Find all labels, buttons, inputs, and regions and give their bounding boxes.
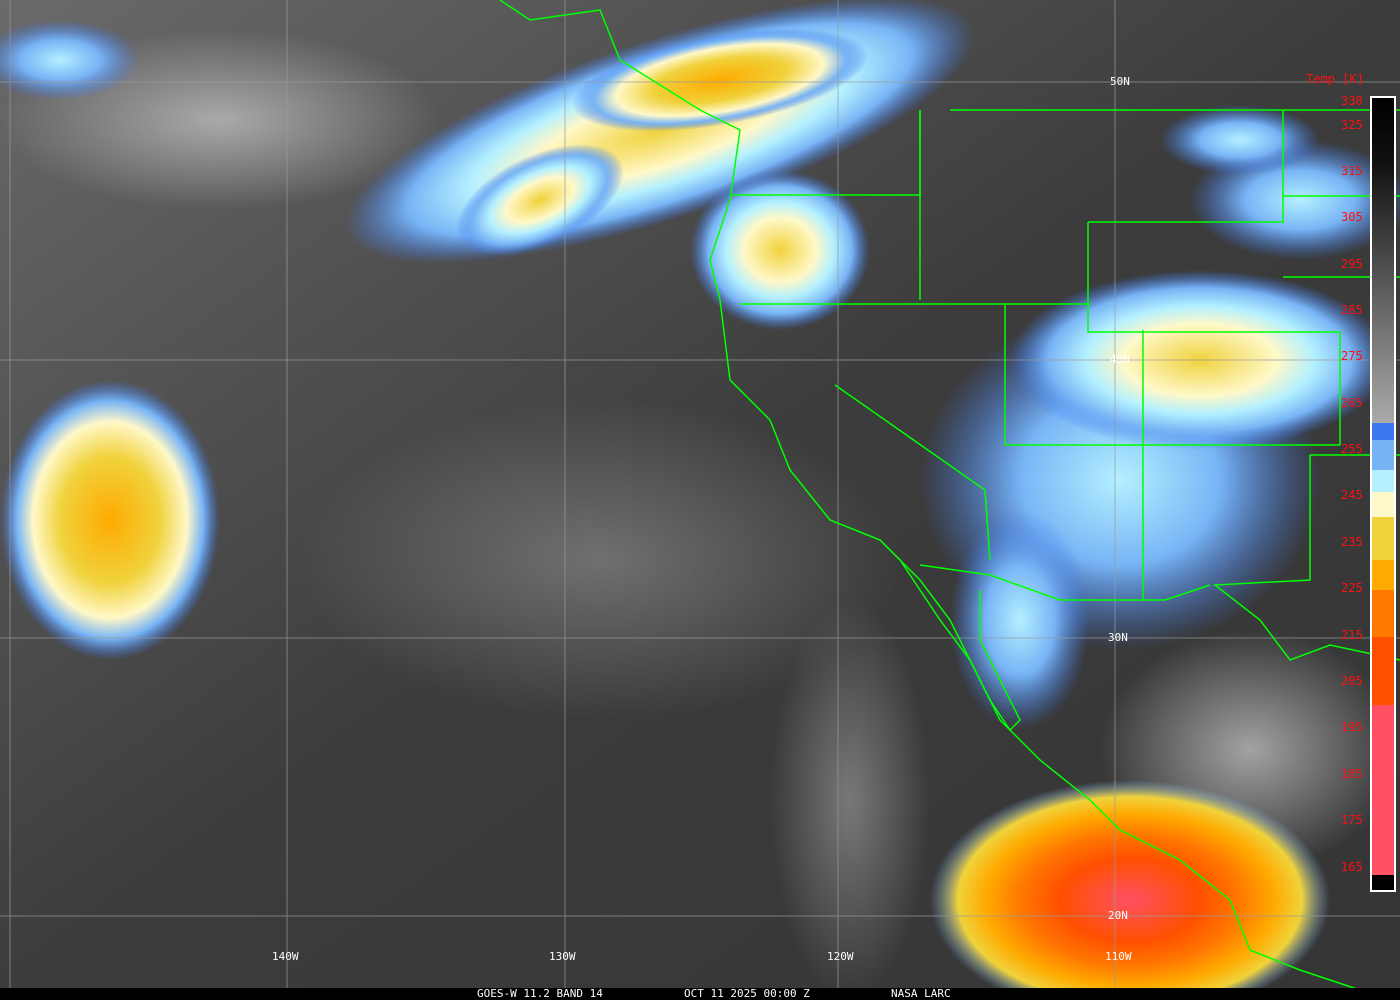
colorbar: Temp [K] 330 325 315 305 295 285 275 265 255 245 2…	[1306, 72, 1396, 892]
colorbar-swatch	[1372, 517, 1394, 560]
colorbar-tick-label: 305	[1341, 210, 1363, 224]
colorbar-swatch	[1372, 560, 1394, 590]
colorbar-tick-label: 245	[1341, 488, 1363, 502]
grid-labels: 50N 40N 30N 20N 140W 130W 120W 110W	[272, 75, 1132, 963]
caption-bar: GOES-W 11.2 BAND 14 OCT 11 2025 00:00 Z …	[0, 988, 1400, 1000]
political-boundaries	[499, 0, 1400, 991]
colorbar-tick-label: 330	[1341, 94, 1363, 108]
colorbar-swatch	[1372, 637, 1394, 705]
colorbar-tick-label: 325	[1341, 118, 1363, 132]
colorbar-swatch	[1372, 440, 1394, 470]
nevada-california-border	[834, 384, 991, 561]
colorbar-tick-label: 225	[1341, 581, 1363, 595]
lon-label: 110W	[1105, 950, 1132, 963]
colorbar-tick-label: 275	[1341, 349, 1363, 363]
lat-label: 30N	[1108, 631, 1128, 644]
credit: NASA LARC	[891, 987, 951, 1000]
colorbar-tick-label: 165	[1341, 860, 1363, 874]
colorbar-tick-label: 195	[1341, 720, 1363, 734]
lat-label: 20N	[1108, 909, 1128, 922]
colorbar-tick-label: 205	[1341, 674, 1363, 688]
baja-california	[879, 539, 1021, 732]
lon-label: 130W	[549, 950, 576, 963]
satellite-band: GOES-W 11.2 BAND 14	[477, 987, 603, 1000]
lon-label: 120W	[827, 950, 854, 963]
colorbar-tick-label: 215	[1341, 628, 1363, 642]
timestamp: OCT 11 2025 00:00 Z	[684, 987, 810, 1000]
colorbar-tick-label: 255	[1341, 442, 1363, 456]
colorbar-swatch	[1372, 590, 1394, 637]
colorbar-tick-label: 185	[1341, 767, 1363, 781]
idaho-border	[919, 110, 1006, 445]
colorbar-tick-label: 315	[1341, 164, 1363, 178]
us-mexico-border	[919, 564, 1211, 601]
utah-arizona	[1005, 330, 1340, 600]
colorbar-title: Temp [K]	[1306, 72, 1364, 86]
lon-label: 140W	[272, 950, 299, 963]
colorbar-tick-label: 175	[1341, 813, 1363, 827]
colorbar-tick-label: 295	[1341, 257, 1363, 271]
lat-label: 50N	[1110, 75, 1130, 88]
colorbar-tick-label: 265	[1341, 396, 1363, 410]
colorbar-tick-label: 235	[1341, 535, 1363, 549]
colorbar-swatch	[1372, 423, 1394, 440]
colorbar-swatch	[1372, 705, 1394, 875]
colorado-border	[1087, 110, 1341, 445]
colorbar-swatch	[1372, 492, 1394, 517]
colorbar-swatch	[1372, 470, 1394, 492]
lat-label: 40N	[1110, 353, 1130, 366]
coastline	[499, 0, 1361, 991]
colorbar-tick-label: 285	[1341, 303, 1363, 317]
